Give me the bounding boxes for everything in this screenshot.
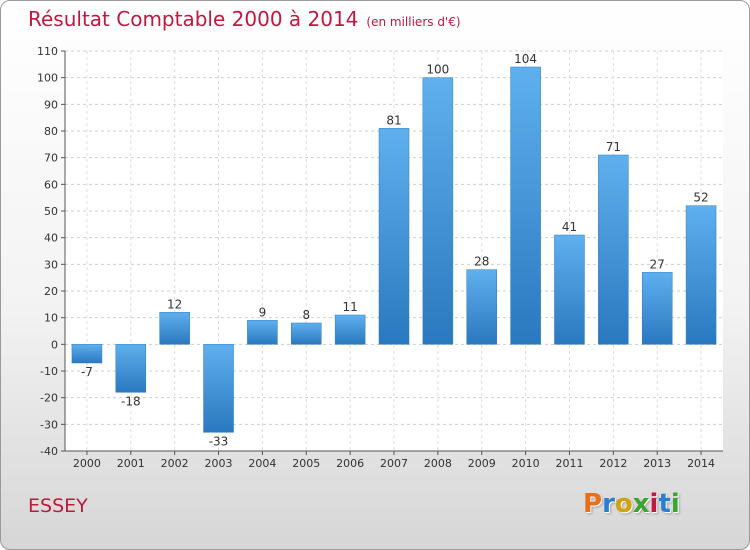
bar-2006 <box>334 314 366 345</box>
x-tick-label-2004: 2004 <box>248 457 276 470</box>
data-label-2001: -18 <box>121 394 141 408</box>
data-label-2000: -7 <box>81 365 93 379</box>
logo-letter: t <box>658 489 671 519</box>
x-tick-label-2003: 2003 <box>205 457 233 470</box>
data-label-2009: 28 <box>474 255 489 269</box>
data-label-2006: 11 <box>342 300 357 314</box>
data-label-2005: 8 <box>302 308 310 322</box>
y-tick-label: 100 <box>37 72 58 85</box>
x-tick-label-2010: 2010 <box>512 457 540 470</box>
axes: -40 -30 -20 -10 0 10 20 30 40 50 60 70 80 90 100 110 200… <box>37 45 723 470</box>
x-tick-label-2008: 2008 <box>424 457 452 470</box>
y-tick-label: -40 <box>40 445 58 458</box>
bar-2008 <box>422 77 454 345</box>
data-label-2003: -33 <box>209 434 229 448</box>
logo-letter: i <box>649 489 659 519</box>
bar-2000 <box>71 344 103 364</box>
data-label-2004: 9 <box>259 305 267 319</box>
logo-letter: i <box>670 489 680 519</box>
x-tick-label-2014: 2014 <box>687 457 715 470</box>
bar-2004 <box>247 320 278 345</box>
data-label-2010: 104 <box>514 52 537 66</box>
x-tick-label-2000: 2000 <box>73 457 101 470</box>
x-tick-label-2005: 2005 <box>292 457 320 470</box>
proxiti-logo: Proxiti <box>583 489 680 519</box>
x-tick-label-2011: 2011 <box>555 457 583 470</box>
y-tick-label: 10 <box>44 312 58 325</box>
bar-2007 <box>378 128 410 345</box>
y-tick-label: 90 <box>44 98 58 111</box>
chart-title-text: Résultat Comptable 2000 à 2014 <box>28 7 359 31</box>
y-tick-label: -10 <box>40 365 58 378</box>
x-tick-label-2007: 2007 <box>380 457 408 470</box>
bar-2011 <box>554 234 585 345</box>
logo-letter: o <box>614 489 633 519</box>
x-tick-label-2001: 2001 <box>117 457 145 470</box>
y-tick-label: 40 <box>44 232 58 245</box>
bar-2012 <box>598 154 629 345</box>
y-tick-label: 50 <box>44 205 58 218</box>
x-tick-label-2002: 2002 <box>161 457 189 470</box>
commune-name: ESSEY <box>28 495 88 517</box>
chart-title: Résultat Comptable 2000 à 2014 (en millie… <box>28 7 461 31</box>
data-label-2008: 100 <box>426 63 449 77</box>
data-label-2011: 41 <box>562 220 577 234</box>
chart-subtitle: (en milliers d'€) <box>366 15 461 29</box>
bar-2013 <box>641 272 673 345</box>
y-tick-label: -30 <box>40 418 58 431</box>
y-tick-label: 0 <box>51 338 58 351</box>
x-tick-label-2012: 2012 <box>599 457 627 470</box>
data-label-2002: 12 <box>167 297 182 311</box>
bar-2001 <box>115 344 147 393</box>
data-label-2014: 52 <box>693 191 708 205</box>
x-tick-label-2009: 2009 <box>468 457 496 470</box>
y-tick-label: -20 <box>40 392 58 405</box>
y-tick-label: 20 <box>44 285 58 298</box>
data-label-2012: 71 <box>606 140 621 154</box>
logo-letter: r <box>602 489 615 519</box>
data-label-2007: 81 <box>386 113 401 127</box>
bar-2005 <box>291 322 322 345</box>
x-tick-label-2013: 2013 <box>643 457 671 470</box>
y-tick-label: 30 <box>44 258 58 271</box>
bar-2009 <box>466 269 497 345</box>
bars <box>71 66 717 433</box>
y-tick-label: 110 <box>37 45 58 58</box>
y-tick-label: 60 <box>44 178 58 191</box>
bar-2014 <box>685 205 717 345</box>
bar-2010 <box>510 66 541 345</box>
bar-2003 <box>203 344 234 433</box>
logo-letter: x <box>632 489 650 519</box>
data-label-2013: 27 <box>650 257 665 271</box>
y-tick-label: 80 <box>44 125 58 138</box>
y-tick-label: 70 <box>44 152 58 165</box>
bar-2002 <box>159 312 190 345</box>
data-labels: -7 -18 12 -33 9 8 11 81 100 28 104 41 71 27 52 <box>81 52 709 448</box>
logo-letter: P <box>583 489 603 519</box>
x-tick-label-2006: 2006 <box>336 457 364 470</box>
